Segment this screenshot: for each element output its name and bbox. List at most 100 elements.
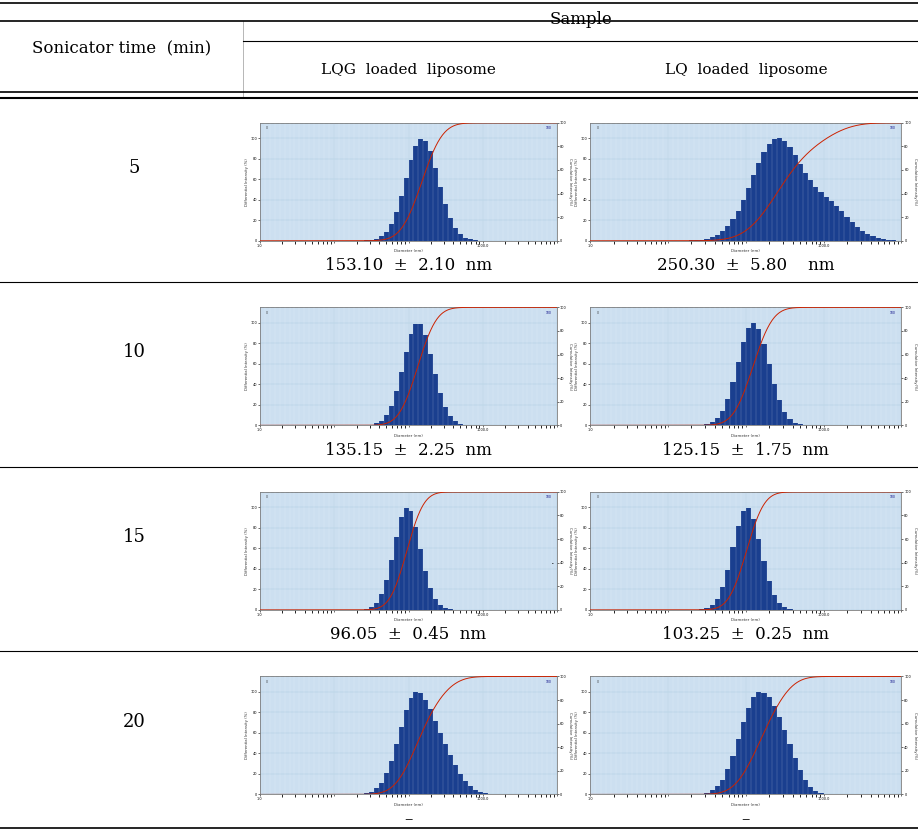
Bar: [710, 422, 715, 426]
Bar: [364, 609, 369, 610]
Bar: [735, 526, 741, 610]
Bar: [413, 527, 419, 610]
Text: 250.30  ±  5.80    nm: 250.30 ± 5.80 nm: [657, 257, 834, 274]
Bar: [767, 697, 772, 794]
Bar: [394, 537, 398, 610]
X-axis label: Diameter (nm): Diameter (nm): [394, 434, 423, 437]
Bar: [398, 373, 404, 426]
Bar: [404, 711, 409, 794]
X-axis label: Diameter (nm): Diameter (nm): [732, 434, 760, 437]
Text: 100: 100: [545, 126, 552, 130]
Y-axis label: Differential Intensity (%): Differential Intensity (%): [576, 343, 579, 390]
Bar: [777, 603, 782, 610]
Bar: [443, 406, 448, 426]
Bar: [725, 769, 731, 794]
Bar: [379, 594, 384, 610]
Bar: [398, 196, 404, 241]
Bar: [798, 771, 803, 794]
Text: 0: 0: [265, 680, 268, 684]
Bar: [710, 791, 715, 794]
Text: 100: 100: [890, 311, 895, 315]
Y-axis label: Cumulative Intensity(%): Cumulative Intensity(%): [912, 343, 916, 390]
Bar: [772, 595, 777, 610]
Bar: [756, 692, 761, 794]
Bar: [813, 186, 819, 241]
Bar: [443, 744, 448, 794]
X-axis label: Diameter (nm): Diameter (nm): [732, 618, 760, 622]
Bar: [423, 335, 429, 426]
Bar: [803, 780, 808, 794]
Bar: [468, 787, 473, 794]
Text: –: –: [742, 811, 750, 828]
Bar: [839, 212, 845, 241]
Bar: [725, 569, 731, 610]
Bar: [715, 787, 720, 794]
Text: 0: 0: [597, 126, 599, 130]
Bar: [710, 237, 715, 241]
Bar: [369, 792, 374, 794]
Text: LQG  loaded  liposome: LQG loaded liposome: [321, 64, 496, 78]
Bar: [777, 138, 782, 241]
Bar: [384, 580, 388, 610]
Y-axis label: Differential Intensity (%): Differential Intensity (%): [576, 158, 579, 206]
Text: .: .: [551, 556, 554, 566]
Y-axis label: Cumulative Intensity(%): Cumulative Intensity(%): [568, 528, 572, 574]
Bar: [735, 739, 741, 794]
Y-axis label: Cumulative Intensity(%): Cumulative Intensity(%): [912, 711, 916, 759]
Bar: [767, 581, 772, 610]
Bar: [419, 324, 423, 426]
Y-axis label: Cumulative Intensity(%): Cumulative Intensity(%): [912, 158, 916, 206]
Bar: [855, 227, 860, 241]
Bar: [404, 352, 409, 426]
Y-axis label: Differential Intensity (%): Differential Intensity (%): [245, 158, 249, 206]
Bar: [761, 152, 767, 241]
Bar: [720, 780, 725, 794]
Text: 20: 20: [122, 712, 145, 731]
Bar: [756, 329, 761, 426]
Bar: [384, 773, 388, 794]
Text: 0: 0: [265, 311, 268, 315]
Bar: [782, 607, 788, 610]
Bar: [453, 765, 458, 794]
Bar: [865, 234, 870, 241]
Bar: [384, 415, 388, 426]
Bar: [388, 560, 394, 610]
Text: 100: 100: [890, 496, 895, 499]
Bar: [438, 393, 443, 426]
Bar: [819, 192, 823, 241]
Bar: [731, 756, 735, 794]
Bar: [423, 571, 429, 610]
Bar: [798, 424, 803, 426]
Bar: [880, 239, 886, 241]
Text: 5: 5: [129, 159, 140, 177]
Bar: [777, 716, 782, 794]
Bar: [850, 222, 855, 241]
Bar: [374, 603, 379, 610]
Text: 103.25  ±  0.25  nm: 103.25 ± 0.25 nm: [663, 626, 829, 644]
Bar: [741, 200, 746, 241]
Bar: [438, 732, 443, 794]
Bar: [735, 362, 741, 426]
Bar: [767, 364, 772, 426]
Bar: [803, 172, 808, 241]
Y-axis label: Differential Intensity (%): Differential Intensity (%): [576, 527, 579, 575]
Bar: [725, 399, 731, 426]
Bar: [478, 793, 483, 794]
Text: 100: 100: [545, 311, 552, 315]
Bar: [413, 145, 419, 241]
Bar: [458, 234, 463, 241]
Bar: [438, 186, 443, 241]
Bar: [458, 773, 463, 794]
Bar: [704, 608, 710, 610]
Bar: [715, 418, 720, 426]
Bar: [419, 139, 423, 241]
Bar: [792, 155, 798, 241]
Bar: [725, 227, 731, 241]
Bar: [808, 181, 813, 241]
Bar: [792, 758, 798, 794]
Bar: [720, 587, 725, 610]
Text: –: –: [404, 811, 413, 828]
Y-axis label: Differential Intensity (%): Differential Intensity (%): [576, 711, 579, 759]
Text: 100: 100: [545, 680, 552, 684]
Bar: [398, 726, 404, 794]
